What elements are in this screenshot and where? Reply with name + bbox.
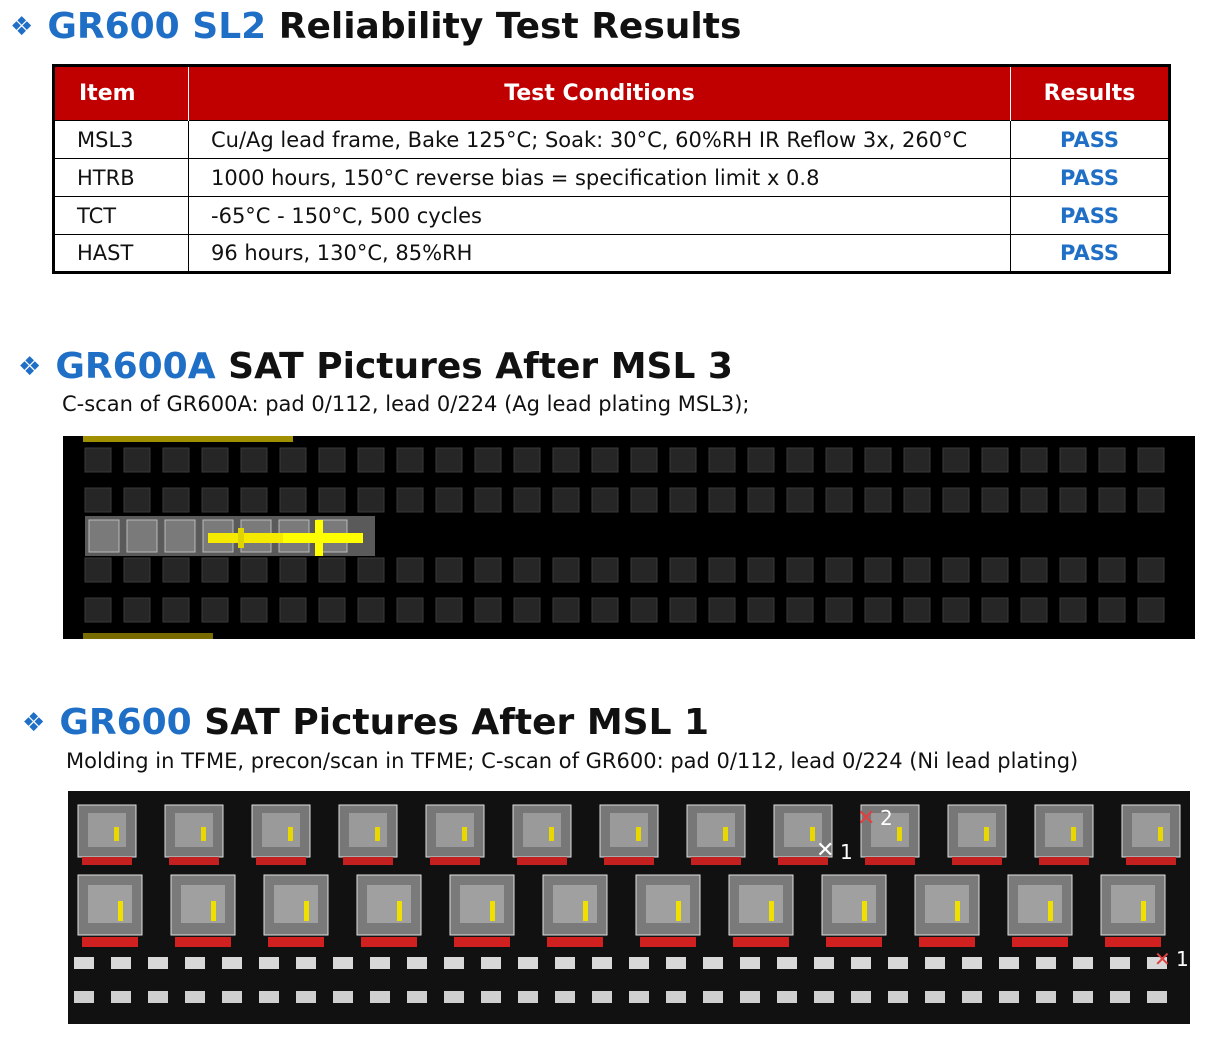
cell-result: PASS (1010, 120, 1170, 159)
cell-item: MSL3 (53, 120, 189, 159)
table-header-row: Item Test Conditions Results (53, 65, 1170, 121)
section-subtitle-msl1: Molding in TFME, precon/scan in TFME; C-… (66, 749, 1079, 773)
heading-product-name: GR600 SL2 (47, 6, 267, 47)
diamond-bullet-icon: ❖ (22, 707, 46, 738)
cell-result: PASS (1010, 234, 1170, 273)
cell-conditions: 1000 hours, 150°C reverse bias = specifi… (188, 158, 1011, 197)
section-heading-sat-msl3: ❖ GR600A SAT Pictures After MSL 3 (18, 346, 733, 387)
column-header-item: Item (53, 65, 189, 121)
section-heading-reliability: ❖ GR600 SL2 Reliability Test Results (10, 6, 741, 47)
heading-title-text: Reliability Test Results (278, 6, 742, 47)
column-header-results: Results (1010, 65, 1170, 121)
cell-conditions: Cu/Ag lead frame, Bake 125°C; Soak: 30°C… (188, 120, 1011, 159)
cell-conditions: -65°C - 150°C, 500 cycles (188, 196, 1011, 235)
cross-mark-icon: ✕ (1154, 947, 1171, 971)
sat-cscan-image-msl3 (63, 436, 1195, 639)
diamond-bullet-icon: ❖ (18, 351, 42, 382)
cell-result: PASS (1010, 196, 1170, 235)
table-row: MSL3 Cu/Ag lead frame, Bake 125°C; Soak:… (53, 120, 1170, 159)
section-heading-sat-msl1: ❖ GR600 SAT Pictures After MSL 1 (22, 702, 709, 743)
cross-mark-icon: ✕ (857, 806, 875, 831)
heading-title-text: SAT Pictures After MSL 3 (228, 346, 733, 387)
defect-marker-label: 1 (840, 840, 853, 864)
heading-product-name: GR600A (55, 346, 216, 387)
cross-mark-icon: ✕ (816, 838, 834, 863)
cell-item: HTRB (53, 158, 189, 197)
diamond-bullet-icon: ❖ (10, 11, 34, 42)
column-header-conditions: Test Conditions (188, 65, 1011, 121)
cell-item: HAST (53, 234, 189, 273)
table-row: TCT -65°C - 150°C, 500 cycles PASS (53, 196, 1170, 235)
table-row: HAST 96 hours, 130°C, 85%RH PASS (53, 234, 1170, 273)
cell-conditions: 96 hours, 130°C, 85%RH (188, 234, 1011, 273)
reliability-results-table: Item Test Conditions Results MSL3 Cu/Ag … (52, 64, 1171, 274)
table-row: HTRB 1000 hours, 150°C reverse bias = sp… (53, 158, 1170, 197)
cell-item: TCT (53, 196, 189, 235)
defect-marker-label: 1 (1176, 947, 1189, 971)
defect-marker-label: 2 (880, 806, 893, 830)
heading-product-name: GR600 (59, 702, 192, 743)
cell-result: PASS (1010, 158, 1170, 197)
heading-title-text: SAT Pictures After MSL 1 (204, 702, 710, 743)
sat-cscan-image-msl1: 1 2 1 ✕ ✕ ✕ (68, 791, 1190, 1024)
section-subtitle-msl3: C-scan of GR600A: pad 0/112, lead 0/224 … (62, 392, 750, 416)
